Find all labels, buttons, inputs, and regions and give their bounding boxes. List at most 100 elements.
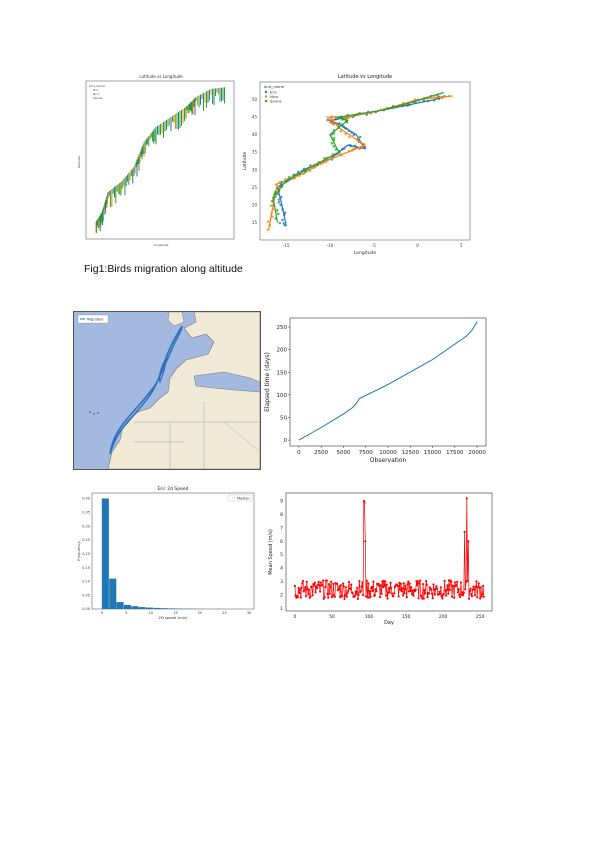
lat-lon-point xyxy=(272,204,276,207)
lat-lon-point xyxy=(277,186,281,189)
speed-point xyxy=(330,596,333,599)
speed-point xyxy=(459,581,462,584)
lat-lon-series-line xyxy=(276,95,445,227)
hist-xtick: 20 xyxy=(198,611,202,615)
lat-lon-point xyxy=(348,149,351,153)
speed-point xyxy=(318,584,321,587)
speed-point xyxy=(353,594,356,597)
lat-lon-point xyxy=(334,148,338,151)
speed-point xyxy=(476,596,479,599)
speed-point xyxy=(433,593,436,596)
speed-point xyxy=(323,596,326,599)
lat-lon-point xyxy=(292,173,295,177)
speed-point xyxy=(297,586,300,589)
speed-point xyxy=(427,592,431,595)
lat-lon-point xyxy=(347,129,351,132)
hist-bar xyxy=(160,608,168,609)
speed-point xyxy=(438,590,441,593)
hist-ylabel: Frequency xyxy=(76,540,81,560)
speed-point xyxy=(425,580,428,583)
speed-point xyxy=(406,583,409,586)
speed-point xyxy=(453,596,456,599)
left-scatter-legend: bird_name Eric Nico Sanne xyxy=(89,84,105,100)
speed-point xyxy=(410,586,413,589)
lat-lon-point xyxy=(280,180,283,184)
speed-point xyxy=(307,588,311,591)
elapsed-xtick: 15000 xyxy=(424,450,442,456)
speed-point xyxy=(424,592,427,595)
speed-point xyxy=(447,592,450,595)
hist-ytick: 0.05 xyxy=(82,593,90,597)
speed-point xyxy=(388,591,391,594)
lat-lon-legend-marker xyxy=(264,90,268,94)
speed-point xyxy=(322,579,325,582)
speed-point xyxy=(473,594,477,597)
speed-point xyxy=(439,593,442,596)
speed-point xyxy=(432,583,435,586)
speed-point xyxy=(452,585,455,588)
speed-point xyxy=(473,588,476,591)
lat-lon-point xyxy=(269,204,273,207)
speed-point xyxy=(319,581,322,584)
lat-lon-point xyxy=(412,100,416,104)
elapsed-xtick: 0 xyxy=(297,450,301,456)
elapsed-line xyxy=(298,321,478,441)
lat-lon-point xyxy=(332,132,336,135)
lat-lon-point xyxy=(281,208,284,211)
speed-point xyxy=(400,590,403,593)
speed-point xyxy=(389,581,392,584)
elapsed-ytick: 250 xyxy=(277,325,288,331)
speed-point xyxy=(392,595,395,598)
speed-line xyxy=(294,498,485,600)
elapsed-ytick: 0 xyxy=(284,438,288,444)
speed-point xyxy=(373,594,376,597)
speed-point xyxy=(331,593,334,596)
elapsed-xtick: 17500 xyxy=(446,450,464,456)
speed-ytick: 6 xyxy=(280,539,283,545)
lat-lon-point xyxy=(330,121,334,125)
speed-point xyxy=(301,582,304,585)
elapsed-ylabel: Elapsed time (days) xyxy=(264,352,271,412)
speed-point xyxy=(342,582,345,585)
speed-point xyxy=(456,580,459,583)
speed-point xyxy=(344,586,348,589)
speed-point xyxy=(322,597,325,600)
speed-point xyxy=(416,580,419,583)
lat-lon-series-line xyxy=(272,91,444,223)
speed-point xyxy=(430,588,433,591)
lat-lon-point xyxy=(274,195,278,199)
speed-point xyxy=(467,540,470,543)
lat-lon-point xyxy=(273,193,276,196)
speed-point xyxy=(321,584,324,587)
elapsed-xtick: 20000 xyxy=(468,450,486,456)
lat-lon-ytick: 30 xyxy=(252,167,258,172)
lat-lon-point xyxy=(270,200,274,203)
speed-point xyxy=(375,590,378,593)
speed-point xyxy=(404,584,407,587)
lat-lon-point xyxy=(447,94,451,98)
speed-point xyxy=(371,589,374,592)
speed-point xyxy=(341,595,344,598)
elapsed-xtick: 5000 xyxy=(336,450,350,456)
left-legend-eric: Eric xyxy=(93,88,99,92)
speed-point xyxy=(414,589,417,592)
lat-lon-point xyxy=(298,172,302,175)
lat-lon-point xyxy=(352,147,355,151)
map-legend-label: Migration xyxy=(87,318,104,322)
speed-xtick: 0 xyxy=(293,614,296,620)
speed-point xyxy=(464,588,467,591)
lat-lon-point xyxy=(391,104,395,108)
speed-point xyxy=(304,586,307,589)
lat-lon-point xyxy=(334,118,337,121)
lat-lon-point xyxy=(353,114,356,117)
lat-lon-point xyxy=(348,135,351,139)
speed-point xyxy=(361,581,364,584)
lat-lon-point xyxy=(316,163,319,167)
migration-route-loop xyxy=(158,357,167,385)
left-scatter-marks xyxy=(95,87,225,233)
speed-point xyxy=(390,587,393,590)
speed-point xyxy=(399,588,402,591)
speed-point xyxy=(403,592,406,595)
speed-point xyxy=(407,580,410,583)
speed-point xyxy=(342,585,345,588)
